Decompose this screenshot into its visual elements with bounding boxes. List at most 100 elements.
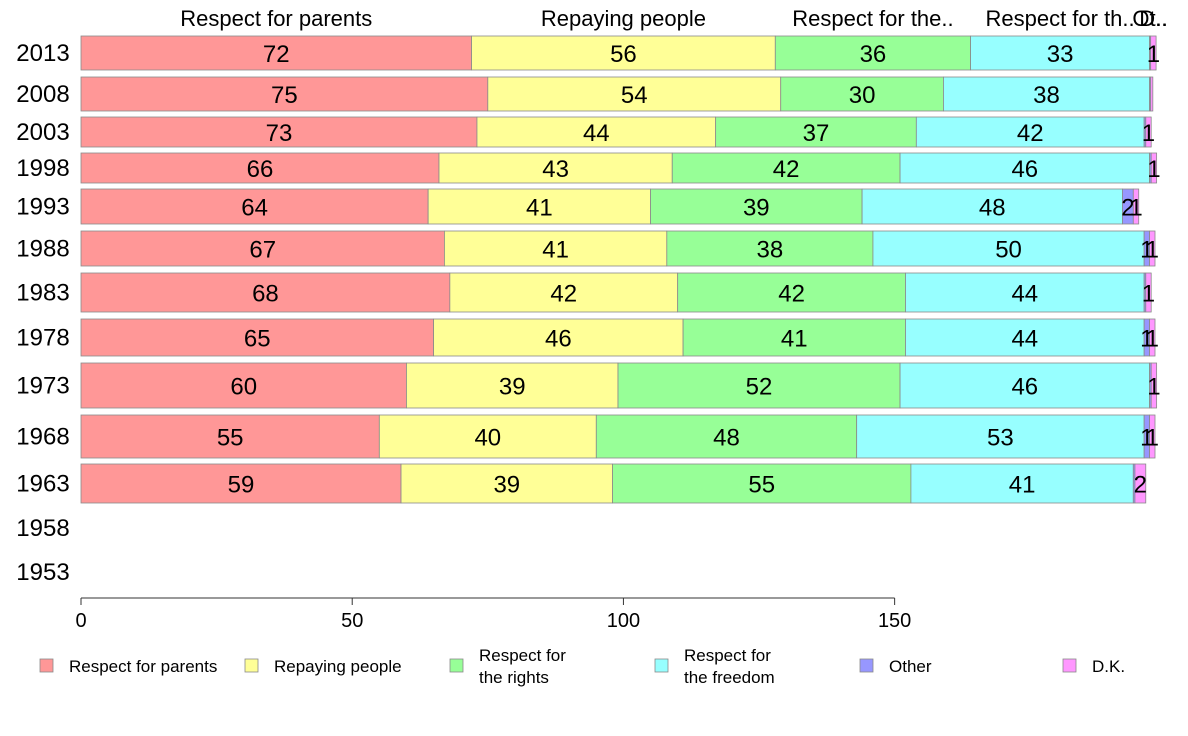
- legend-label: D.K.: [1092, 657, 1125, 676]
- data-label: 1: [1147, 156, 1160, 183]
- x-tick-label: 100: [607, 610, 640, 632]
- bar-segment: [444, 230, 668, 267]
- data-label: 41: [1009, 472, 1036, 499]
- bar-segment: [666, 230, 874, 267]
- year-label: 1983: [16, 280, 69, 307]
- data-label: 33: [1047, 41, 1074, 68]
- data-label: 39: [743, 195, 770, 222]
- bar-segment: [400, 463, 613, 504]
- legend: Respect for parents Repaying people Respec…: [39, 646, 1125, 687]
- series-headers: Respect for parents Repaying people Respec…: [180, 6, 1168, 31]
- bar-row: 72 56 36 33 1: [80, 35, 1160, 71]
- data-label: 46: [1011, 374, 1038, 401]
- data-label: 60: [230, 374, 257, 401]
- bar-row: 55 40 48 53 11: [80, 414, 1159, 459]
- series-header: Repaying people: [541, 6, 706, 31]
- bar-segment: [899, 152, 1150, 184]
- bar-segment: [595, 414, 858, 459]
- legend-item: Respect for parents: [39, 657, 217, 676]
- bar-row: 65 46 41 44 11: [80, 318, 1159, 357]
- data-label: 48: [713, 425, 740, 452]
- legend-swatch: [449, 658, 464, 673]
- legend-label: Respect for parents: [69, 657, 217, 676]
- data-label: 36: [860, 41, 887, 68]
- legend-swatch: [244, 658, 259, 673]
- bar-segment: [671, 152, 901, 184]
- bar-segment: [915, 116, 1145, 148]
- data-label: 46: [545, 326, 572, 353]
- legend-label: Respect for: [684, 646, 771, 665]
- bar-segment: [650, 188, 863, 225]
- year-label: 1988: [16, 236, 69, 263]
- series-header: Respect for the..: [792, 6, 953, 31]
- bar-row: 59 39 55 41 2: [80, 463, 1147, 504]
- bar-segment: [80, 152, 440, 184]
- bar-segment: [80, 76, 489, 112]
- bar-row: 66 43 42 46 1: [80, 152, 1161, 184]
- legend-item: Respect for the rights: [449, 646, 566, 687]
- data-label: 1: [1147, 374, 1160, 401]
- bar-segment: [1149, 318, 1156, 357]
- bar-segment: [943, 76, 1150, 112]
- data-label: 55: [748, 472, 775, 499]
- bar-segment: [780, 76, 944, 112]
- data-label: 54: [621, 82, 648, 109]
- bar-row: 75 54 30 38: [80, 76, 1154, 112]
- bar-segment: [80, 272, 451, 313]
- year-label: 2013: [16, 40, 69, 67]
- data-label: 56: [610, 41, 637, 68]
- bar-segment: [80, 35, 472, 71]
- data-label: 44: [1011, 281, 1038, 308]
- legend-item: Respect for the freedom: [654, 646, 775, 687]
- data-label: 42: [778, 281, 805, 308]
- year-label: 1953: [16, 559, 69, 586]
- bar-row: 67 41 38 50 11: [80, 230, 1159, 267]
- bar-segment: [612, 463, 912, 504]
- year-label: 1978: [16, 325, 69, 352]
- bar-segment: [1150, 35, 1157, 71]
- data-label: 75: [271, 82, 298, 109]
- legend-item: D.K.: [1062, 657, 1125, 676]
- legend-item: Other: [859, 657, 932, 676]
- data-label: 59: [228, 472, 255, 499]
- year-labels: 2013 2008 2003 1998 1993 1988 1983 1978 1973 1968…: [16, 40, 69, 586]
- data-label: 52: [746, 374, 773, 401]
- data-label: 39: [499, 374, 526, 401]
- year-label: 1958: [16, 515, 69, 542]
- data-label: 66: [247, 156, 274, 183]
- data-label: 41: [526, 195, 553, 222]
- data-label: 1: [1142, 120, 1155, 147]
- data-label: 40: [474, 425, 501, 452]
- data-label: 1: [1146, 425, 1159, 452]
- data-label: 42: [1017, 120, 1044, 147]
- x-tick-label: 150: [878, 610, 911, 632]
- legend-swatch: [654, 658, 669, 673]
- data-label: 73: [266, 120, 293, 147]
- data-label: 39: [493, 472, 520, 499]
- bar-segment: [1149, 230, 1156, 267]
- bar-segment: [80, 463, 402, 504]
- bar-segment: [1134, 463, 1147, 504]
- legend-label: Respect for: [479, 646, 566, 665]
- series-header: Ot..: [1132, 6, 1167, 31]
- bar-row: 60 39 52 46 1: [80, 362, 1161, 409]
- data-label: 2: [1121, 195, 1134, 222]
- bar-segment: [856, 414, 1145, 459]
- data-label: 68: [252, 281, 279, 308]
- data-label: 1: [1146, 237, 1159, 264]
- data-label: 1: [1142, 281, 1155, 308]
- data-label: 38: [1033, 82, 1060, 109]
- bar-segment: [970, 35, 1150, 71]
- data-label: 67: [249, 237, 276, 264]
- bar-segment: [1150, 152, 1158, 184]
- legend-swatch: [859, 658, 874, 673]
- bar-segment: [80, 230, 445, 267]
- year-label: 2003: [16, 119, 69, 146]
- bar-segment: [905, 318, 1145, 357]
- bar-segment: [899, 362, 1150, 409]
- bar-segment: [80, 362, 407, 409]
- legend-label: the rights: [479, 668, 549, 687]
- bar-segment: [872, 230, 1145, 267]
